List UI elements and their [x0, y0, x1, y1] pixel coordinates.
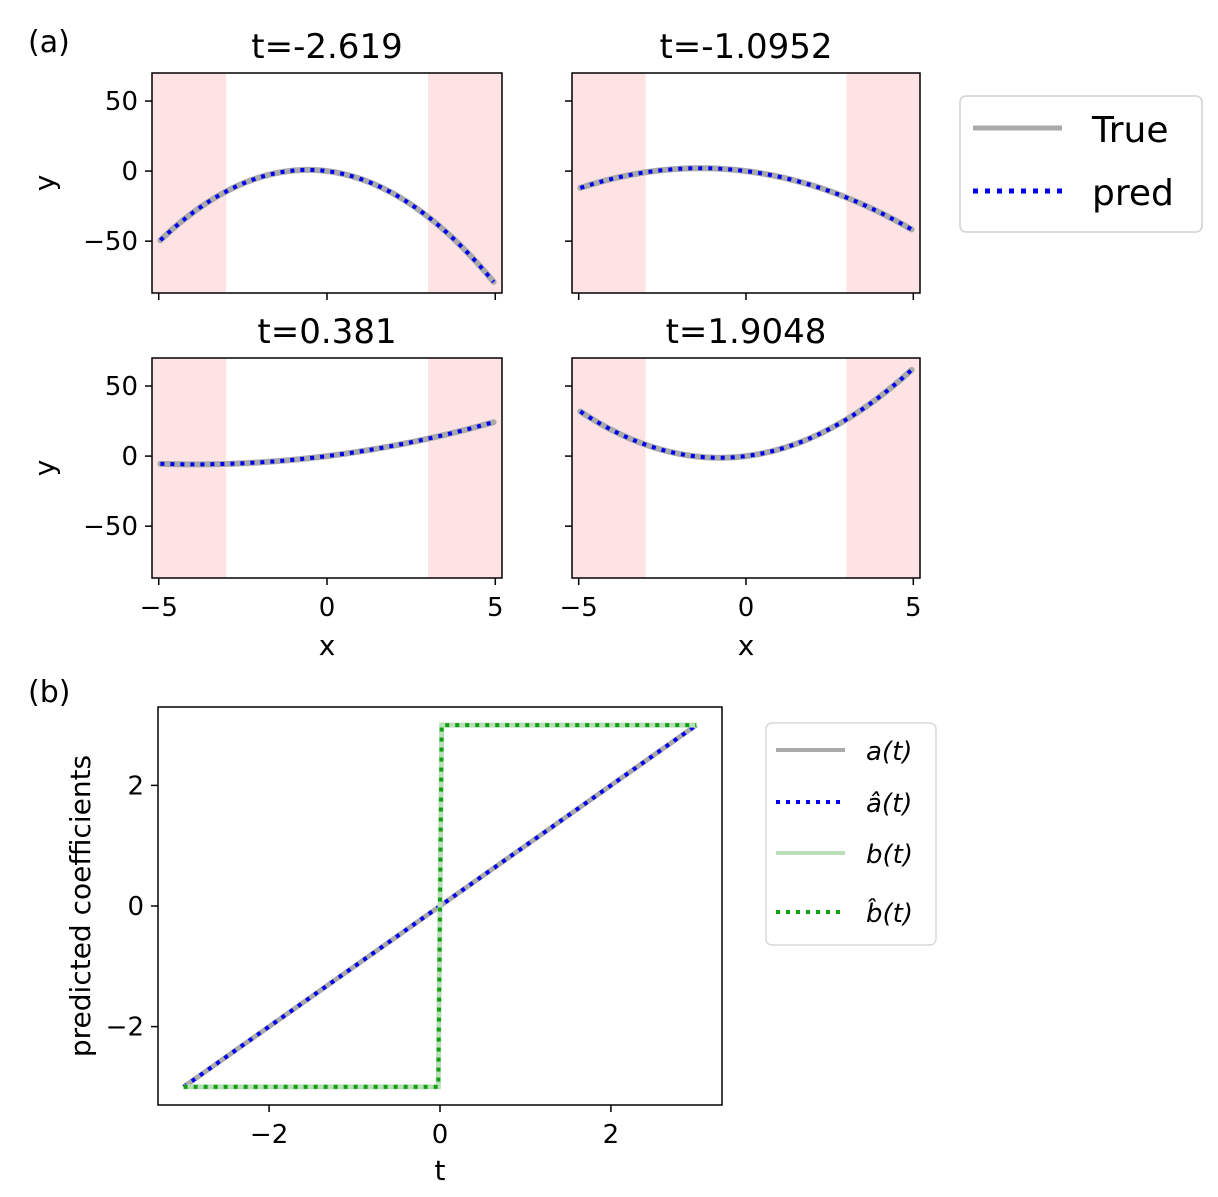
y-tick-label: 0 [127, 892, 144, 922]
subplot-title: t=-1.0952 [659, 27, 832, 67]
y-tick-label: 0 [121, 157, 138, 187]
legend-true-label: True [1091, 110, 1168, 151]
x-tick-label: 0 [738, 593, 755, 623]
x-tick-label: 0 [319, 593, 336, 623]
x-axis-label: x [738, 629, 755, 662]
y-axis-label: y [28, 175, 61, 192]
y-tick-label: −50 [83, 227, 138, 257]
series-true-line [157, 419, 497, 468]
x-tick-label: 5 [905, 593, 922, 623]
legend-a-true-label: a(t) [866, 737, 912, 767]
shaded-region-1 [572, 358, 646, 578]
subplot-2: t=-1.0952 [565, 27, 921, 300]
x-tick-label: 5 [487, 593, 504, 623]
series-pred-line [579, 166, 913, 232]
series-pred-line [159, 167, 496, 284]
legend-b-pred-label: b̂(t) [866, 897, 913, 929]
y-axis-label: predicted coefficients [64, 755, 97, 1057]
x-axis-label: t [435, 1154, 446, 1187]
y-tick-label: 0 [121, 442, 138, 472]
legend-b: a(t) â(t) b(t) b̂(t) [765, 722, 937, 946]
panel-label-b: (b) [28, 675, 70, 710]
subplot-title: t=-2.619 [251, 27, 402, 67]
x-tick-label: −5 [560, 593, 598, 623]
shaded-region-2 [427, 358, 502, 578]
legend-a: True pred [959, 95, 1203, 233]
x-tick-label: 0 [432, 1120, 449, 1150]
y-tick-label: 50 [105, 372, 138, 402]
subplot-title: t=0.381 [257, 312, 396, 352]
x-tick-label: −5 [140, 593, 178, 623]
legend-b-true-label: b(t) [866, 840, 913, 870]
x-tick-label: −2 [250, 1120, 288, 1150]
legend-a-pred-label: â(t) [866, 789, 912, 819]
legend-pred-label: pred [1092, 173, 1174, 214]
coefficient-plot: −2 0 2 2 0 −2 t predicted coefficients [64, 706, 723, 1187]
subplot-title: t=1.9048 [666, 312, 827, 352]
shaded-region-1 [152, 73, 227, 293]
y-tick-label: −50 [83, 512, 138, 542]
panel-label-a: (a) [28, 25, 70, 60]
series-pred-line [579, 368, 913, 460]
subplot-4: −5 0 5 t=1.9048 x [560, 312, 922, 662]
shaded-region-2 [427, 73, 502, 293]
x-axis-label: x [319, 629, 336, 662]
shaded-region-2 [846, 73, 920, 293]
y-tick-label: 50 [105, 87, 138, 117]
shaded-region-1 [152, 358, 227, 578]
legend-b-frame [765, 722, 937, 946]
y-axis-label: y [28, 460, 61, 477]
shaded-region-1 [572, 73, 646, 293]
y-tick-label: −2 [106, 1013, 144, 1043]
subplot-1: 50 0 −50 t=-2.619 y [28, 27, 503, 300]
series-b-pred-line [183, 723, 697, 1089]
x-tick-label: 2 [603, 1120, 620, 1150]
y-tick-label: 2 [127, 771, 144, 801]
